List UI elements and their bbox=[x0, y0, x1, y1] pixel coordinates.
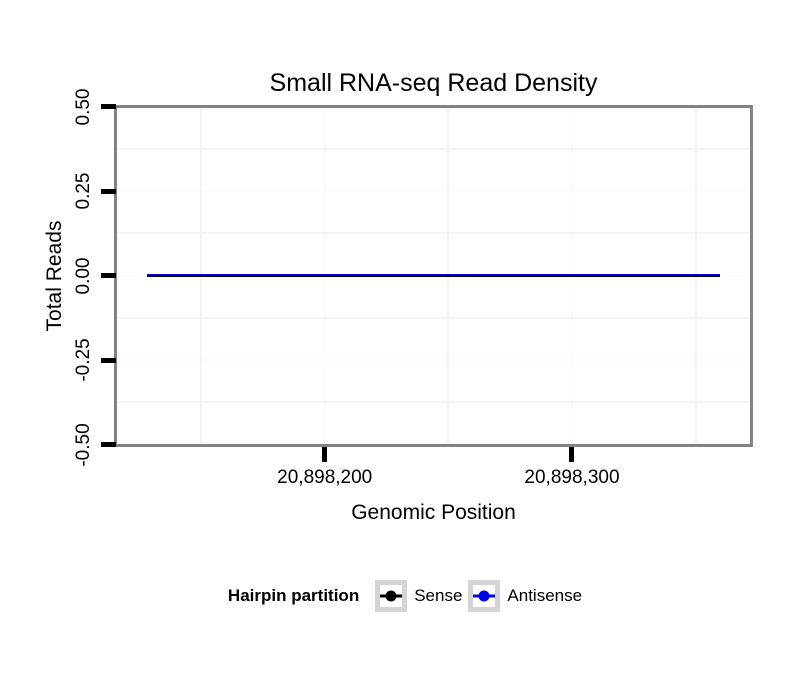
major-gridline-y bbox=[117, 359, 750, 361]
y-axis-tick bbox=[101, 357, 116, 363]
legend-item-label: Sense bbox=[414, 586, 463, 605]
x-axis-label: Genomic Position bbox=[351, 501, 516, 524]
major-gridline-y bbox=[117, 190, 750, 192]
x-tick-label: 20,898,300 bbox=[524, 467, 620, 488]
minor-gridline-y bbox=[117, 147, 750, 150]
y-tick-label: 0.50 bbox=[73, 88, 94, 125]
y-tick-label: -0.25 bbox=[73, 338, 94, 382]
legend-key-sense bbox=[375, 580, 408, 612]
y-axis-tick bbox=[101, 188, 116, 194]
legend-item-label: Antisense bbox=[507, 586, 583, 605]
chart-title: Small RNA-seq Read Density bbox=[269, 69, 598, 97]
legend-key-dot bbox=[385, 590, 397, 602]
legend-items: Sense Antisense bbox=[375, 580, 582, 612]
legend-key-dot bbox=[478, 590, 490, 602]
legend-title: Hairpin partition bbox=[227, 586, 360, 605]
minor-gridline-y bbox=[117, 316, 750, 319]
y-tick-label: -0.50 bbox=[73, 422, 94, 467]
legend-item: Sense bbox=[375, 580, 462, 612]
legend-key-antisense bbox=[468, 580, 501, 612]
minor-gridline-y bbox=[117, 232, 750, 235]
y-tick-label: 0.00 bbox=[73, 257, 94, 294]
series-line-sense bbox=[146, 274, 721, 277]
x-axis-tick bbox=[322, 447, 328, 462]
y-axis-tick bbox=[101, 104, 116, 109]
x-axis-tick bbox=[569, 447, 575, 462]
minor-gridline-y bbox=[117, 401, 750, 404]
legend-item: Antisense bbox=[468, 580, 582, 612]
x-tick-label: 20,898,200 bbox=[277, 467, 373, 488]
y-tick-label: 0.25 bbox=[73, 172, 94, 210]
y-axis-tick bbox=[101, 273, 116, 278]
legend: Hairpin partition Sense Antisense bbox=[0, 580, 810, 612]
y-axis-tick bbox=[101, 442, 116, 447]
